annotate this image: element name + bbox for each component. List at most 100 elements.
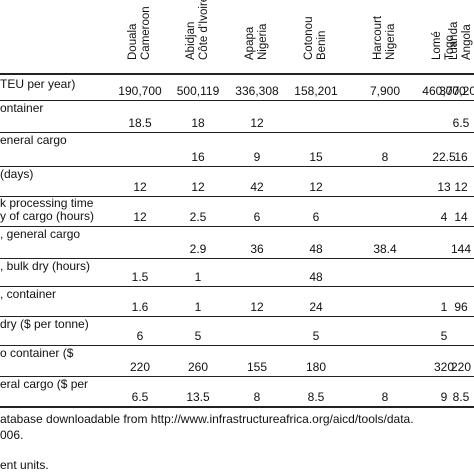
row-label: TEU per year): [0, 77, 76, 91]
table-cell: 48: [309, 242, 323, 256]
row-divider: [0, 376, 474, 377]
table-cell: 155: [246, 360, 268, 374]
table-cell: 320: [433, 360, 455, 374]
table-row: , bulk dry (hours) 1.5 1 48: [0, 258, 474, 286]
row-divider: [0, 345, 474, 346]
table-cell: 6: [312, 210, 320, 224]
table-cell: 16: [454, 150, 468, 164]
row-label: , bulk dry (hours): [0, 259, 91, 273]
table-row: o container ($ 220 260 155 180 320 220: [0, 345, 474, 376]
row-divider: [0, 73, 474, 75]
row-label: o container ($: [0, 346, 74, 360]
table-cell: 1: [440, 300, 448, 314]
table-cell: 2.5: [189, 210, 207, 224]
column-header-city: Abidjan: [185, 21, 197, 60]
table-cell: 6: [136, 329, 144, 343]
table-cell: 5: [194, 329, 202, 343]
table-cell: 144: [450, 242, 472, 256]
row-divider: [0, 406, 474, 408]
row-divider: [0, 286, 474, 287]
table-cell: 4: [440, 210, 448, 224]
table-row: ontainer 18.5 18 12 6.5: [0, 100, 474, 132]
table-cell: 1.5: [131, 270, 149, 284]
row-divider: [0, 196, 474, 197]
table-row: eneral cargo 16 9 15 8 22.5 16: [0, 132, 474, 166]
table-cell: 1.6: [131, 300, 149, 314]
table-cell: 12: [250, 116, 264, 130]
table-cell: 14: [454, 210, 468, 224]
row-label: , container: [0, 287, 57, 301]
table-cell: 22.5: [432, 150, 456, 164]
row-divider: [0, 316, 474, 317]
column-header-city: Harcourt: [372, 15, 384, 60]
row-divider: [0, 226, 474, 227]
table-row: k processing time y of cargo (hours) 12 2.…: [0, 196, 474, 226]
row-label: eral cargo ($ per: [0, 377, 89, 391]
table-cell: 377,208: [439, 84, 474, 98]
row-divider: [0, 166, 474, 167]
row-divider: [0, 132, 474, 133]
table-cell: 260: [187, 360, 209, 374]
column-header-country: Côte d'Ivoire: [198, 0, 210, 60]
table-cell: 16: [191, 150, 205, 164]
table-cell: 7,900: [369, 84, 401, 98]
table-cell: 96: [454, 300, 468, 314]
table-cell: 9: [253, 150, 261, 164]
table-cell: 24: [309, 300, 323, 314]
table-row: (days) 12 12 42 12 13 12: [0, 166, 474, 196]
table-cell: 6: [253, 210, 261, 224]
table-cell: 1: [194, 270, 202, 284]
footnote-line: ent units.: [0, 458, 49, 472]
column-header-city: Douala: [127, 23, 139, 60]
table-cell: 1: [194, 300, 202, 314]
footnote-line: 006.: [0, 428, 24, 442]
table-cell: 12: [191, 180, 205, 194]
row-label: (days): [0, 167, 34, 181]
table-cell: 6.5: [452, 116, 470, 130]
table-cell: 5: [312, 329, 320, 343]
table-cell: 18: [191, 116, 205, 130]
table-cell: 12: [309, 180, 323, 194]
table-cell: 9: [440, 390, 448, 404]
column-header-city: Luanda: [448, 21, 460, 60]
table-cell: 18.5: [128, 116, 152, 130]
table-cell: 6.5: [131, 390, 149, 404]
footnote-line: atabase downloadable from http://www.inf…: [0, 412, 414, 426]
table-cell: 158,201: [294, 84, 338, 98]
column-header-city: Apapa: [244, 26, 256, 60]
table-row: TEU per year) 190,700 500,119 336,308 158,20…: [0, 76, 474, 100]
table-cell: 180: [305, 360, 327, 374]
table-cell: 48: [309, 270, 323, 284]
table-row: dry ($ per tonne) 6 5 5 5: [0, 316, 474, 345]
row-divider: [0, 258, 474, 259]
row-label: ontainer: [0, 101, 44, 115]
table-cell: 220: [129, 360, 151, 374]
row-label: k processing time y of cargo (hours): [0, 196, 95, 223]
column-header-country: Nigeria: [257, 23, 269, 60]
table-cell: 220: [450, 360, 472, 374]
table-cell: 336,308: [235, 84, 279, 98]
table-cell: 42: [250, 180, 264, 194]
row-label: dry ($ per tonne): [0, 317, 89, 331]
table-cell: 13: [437, 180, 451, 194]
column-header-country: Angola: [461, 24, 473, 60]
column-header-country: Cameroon: [140, 6, 152, 60]
column-header-city: Cotonou: [303, 16, 315, 60]
table-cell: 8.5: [307, 390, 325, 404]
column-header-country: Nigeria: [385, 23, 397, 60]
table-cell: 13.5: [186, 390, 210, 404]
table-cell: 38.4: [373, 242, 397, 256]
table-cell: 460,000: [422, 84, 466, 98]
table-cell: 12: [454, 180, 468, 194]
table-cell: 190,700: [118, 84, 162, 98]
row-label: eneral cargo: [0, 133, 67, 147]
table-row: , container 1.6 1 12 24 1 96: [0, 286, 474, 316]
table-row: eral cargo ($ per 6.5 13.5 8 8.5 8 9 8.5: [0, 376, 474, 406]
table-cell: 12: [250, 300, 264, 314]
table-cell: 8: [381, 150, 389, 164]
row-divider: [0, 100, 474, 101]
table-cell: 5: [440, 329, 448, 343]
row-label: , general cargo: [0, 227, 81, 241]
column-header-country: Benin: [316, 30, 328, 60]
table-cell: 8: [381, 390, 389, 404]
